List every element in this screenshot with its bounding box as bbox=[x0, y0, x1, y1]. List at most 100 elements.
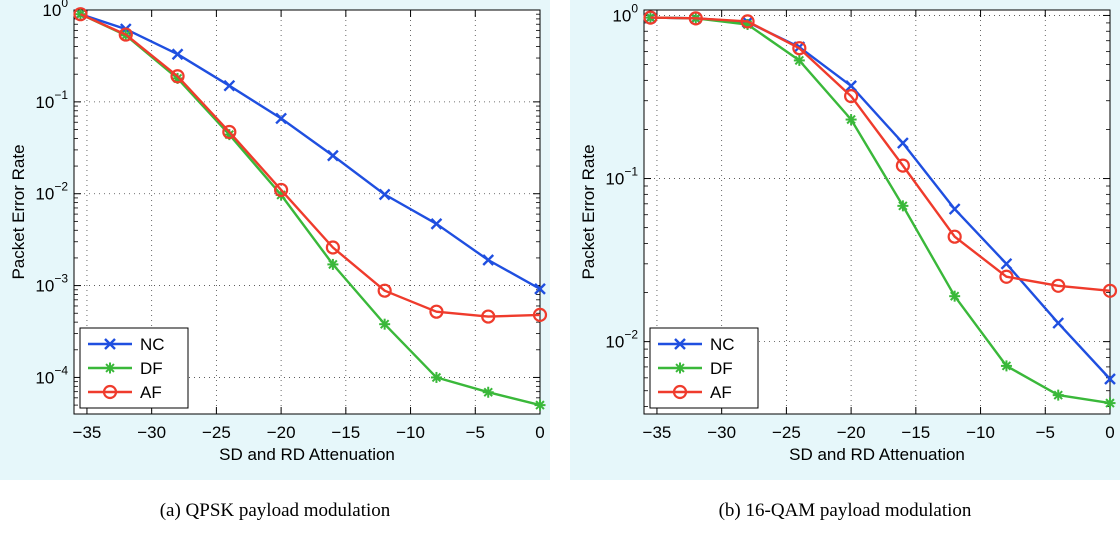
circle-marker bbox=[377, 283, 392, 298]
x-marker bbox=[1052, 317, 1065, 329]
circle-marker bbox=[222, 124, 237, 140]
circle-marker bbox=[740, 14, 755, 29]
x-marker bbox=[327, 149, 339, 162]
y-tick-label: 10−1 bbox=[35, 88, 68, 112]
x-tick-label: −5 bbox=[466, 423, 485, 442]
x-marker bbox=[948, 203, 961, 215]
legend-label: NC bbox=[140, 335, 165, 354]
legend-item-df: DF bbox=[88, 359, 163, 378]
x-axis-label: SD and RD Attenuation bbox=[789, 445, 965, 464]
series-line-af bbox=[650, 16, 1111, 292]
x-marker bbox=[1104, 373, 1116, 385]
circle-marker bbox=[532, 307, 548, 322]
legend: NC DF AF bbox=[649, 327, 759, 409]
legend-item-af: AF bbox=[658, 383, 732, 402]
y-tick-label: 10−1 bbox=[605, 165, 638, 189]
circle-marker bbox=[947, 229, 962, 244]
x-marker bbox=[430, 217, 443, 230]
circle-marker bbox=[274, 182, 289, 198]
y-tick-label: 100 bbox=[42, 0, 68, 20]
legend-item-af: AF bbox=[88, 383, 162, 402]
y-tick-label: 10−2 bbox=[605, 328, 638, 352]
chart-panel-qpsk: −35 −30 −25 −20 −15 −10 −5 0 10−4 10−3 10−2 10−1 100… bbox=[0, 0, 550, 480]
x-tick-label: −10 bbox=[396, 423, 425, 442]
legend-label: NC bbox=[710, 335, 735, 354]
asterisk-marker bbox=[845, 114, 857, 126]
legend-label: DF bbox=[710, 359, 733, 378]
minor-ticks bbox=[644, 22, 1110, 407]
y-axis-label: Packet Error Rate bbox=[9, 144, 28, 279]
x-marker bbox=[223, 79, 236, 92]
caption-16qam: (b) 16-QAM payload modulation bbox=[718, 500, 972, 521]
circle-marker bbox=[895, 158, 910, 173]
x-marker bbox=[104, 338, 116, 350]
legend-item-df: DF bbox=[658, 359, 733, 378]
asterisk-marker bbox=[949, 290, 961, 302]
y-tick-label: 10−2 bbox=[35, 180, 68, 204]
asterisk-marker bbox=[74, 8, 86, 20]
circle-marker bbox=[481, 309, 496, 324]
circle-marker bbox=[73, 7, 88, 22]
legend-item-nc: NC bbox=[88, 335, 165, 354]
x-marker bbox=[482, 254, 495, 266]
x-tick-label: −5 bbox=[1036, 423, 1055, 442]
series-line-nc bbox=[80, 13, 541, 290]
x-marker bbox=[534, 283, 546, 295]
asterisk-marker bbox=[1052, 389, 1064, 401]
x-marker bbox=[275, 112, 287, 125]
chart-16qam: −35 −30 −25 −20 −15 −10 −5 0 10−2 10−1 100 SD and R… bbox=[570, 0, 1120, 480]
circle-marker bbox=[1051, 278, 1066, 293]
x-marker bbox=[674, 338, 686, 350]
circle-marker bbox=[999, 269, 1014, 284]
x-marker bbox=[1000, 257, 1013, 270]
x-tick-label: −10 bbox=[966, 423, 995, 442]
x-tick-label: −30 bbox=[137, 423, 166, 442]
x-tick-label: −15 bbox=[901, 423, 930, 442]
series-line-af bbox=[80, 13, 541, 318]
circle-marker bbox=[118, 27, 133, 42]
x-tick-label: −35 bbox=[73, 423, 102, 442]
legend: NC DF AF bbox=[79, 327, 189, 409]
x-tick-label: −15 bbox=[331, 423, 360, 442]
x-tick-label: −20 bbox=[837, 423, 866, 442]
x-tick-label: −25 bbox=[202, 423, 231, 442]
y-tick-label: 10−3 bbox=[35, 272, 68, 296]
asterisk-marker bbox=[379, 318, 391, 330]
asterisk-marker bbox=[534, 399, 546, 411]
series-af bbox=[643, 10, 1118, 298]
axes-box bbox=[643, 9, 1111, 415]
legend-item-nc: NC bbox=[658, 335, 735, 354]
asterisk-marker bbox=[104, 362, 116, 374]
x-marker bbox=[897, 137, 909, 149]
x-tick-label: 0 bbox=[535, 423, 544, 442]
axes-box bbox=[73, 9, 541, 415]
x-tick-label: 0 bbox=[1105, 423, 1114, 442]
circle-marker bbox=[170, 69, 185, 84]
circle-marker bbox=[1102, 283, 1118, 298]
circle-marker bbox=[643, 10, 658, 25]
circle-marker bbox=[844, 89, 859, 104]
x-marker bbox=[378, 188, 391, 201]
x-tick-label: −20 bbox=[267, 423, 296, 442]
legend-label: AF bbox=[140, 383, 162, 402]
circle-marker bbox=[325, 240, 340, 255]
x-tick-label: −25 bbox=[772, 423, 801, 442]
y-tick-label: 10−4 bbox=[35, 363, 68, 387]
legend-label: AF bbox=[710, 383, 732, 402]
series-df bbox=[644, 12, 1116, 409]
chart-qpsk: −35 −30 −25 −20 −15 −10 −5 0 10−4 10−3 10−2 10−1 100… bbox=[0, 0, 550, 480]
x-tick-label: −35 bbox=[643, 423, 672, 442]
asterisk-marker bbox=[793, 54, 805, 66]
asterisk-marker bbox=[430, 371, 442, 383]
asterisk-marker bbox=[1000, 360, 1012, 372]
circle-marker bbox=[688, 11, 703, 26]
asterisk-marker bbox=[674, 362, 686, 374]
series-nc bbox=[74, 8, 546, 295]
x-marker bbox=[845, 80, 857, 92]
x-tick-label: −30 bbox=[707, 423, 736, 442]
asterisk-marker bbox=[327, 258, 339, 270]
circle-marker bbox=[429, 304, 444, 319]
asterisk-marker bbox=[897, 200, 909, 212]
series-af bbox=[73, 7, 548, 324]
minor-ticks bbox=[74, 13, 540, 406]
